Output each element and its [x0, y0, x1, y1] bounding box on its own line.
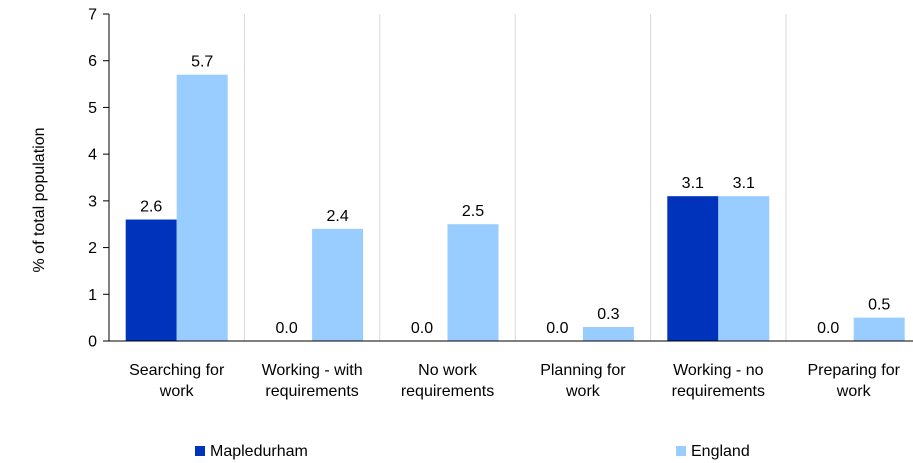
data-label: 0.5	[868, 297, 890, 314]
x-tick-label: requirements	[265, 383, 358, 400]
bar-mapledurham	[667, 196, 719, 341]
chart-bars	[125, 74, 905, 341]
x-tick-label: work	[836, 383, 872, 400]
data-label: 2.4	[326, 208, 348, 225]
x-tick-label: requirements	[672, 383, 765, 400]
x-tick-label: Working - with	[262, 362, 363, 379]
y-axis-title: % of total population	[31, 128, 48, 273]
x-tick-label: Working - no	[673, 362, 764, 379]
data-label: 0.0	[411, 320, 433, 337]
x-tick-label: Preparing for	[807, 362, 900, 379]
bar-england	[447, 224, 499, 341]
x-tick-label: work	[159, 383, 195, 400]
data-label: 3.1	[733, 175, 755, 192]
y-tick-label: 1	[88, 287, 97, 304]
legend-label-england: England	[691, 443, 750, 460]
chart-legend: Mapledurham England	[195, 443, 750, 460]
y-tick-label: 4	[88, 147, 97, 164]
x-tick-label: Searching for	[129, 362, 225, 379]
bar-england	[718, 196, 770, 341]
data-label: 2.6	[140, 199, 162, 216]
data-label: 5.7	[191, 54, 213, 71]
chart-grid	[243, 14, 787, 341]
y-tick-label: 3	[88, 193, 97, 210]
chart-data-labels: 2.6 5.7 0.0 2.4 0.0 2.5 0.0 0.3 3.1 3.1 0.0 0.5	[140, 54, 890, 337]
legend-swatch-england	[676, 446, 686, 456]
data-label: 0.0	[546, 320, 568, 337]
data-label: 0.0	[275, 320, 297, 337]
data-label: 3.1	[682, 175, 704, 192]
y-axis: 0 1 2 3 4 5 6 7	[88, 7, 110, 351]
y-tick-label: 0	[88, 334, 97, 351]
x-tick-label: No work	[418, 362, 478, 379]
data-label: 0.0	[817, 320, 839, 337]
x-tick-label: requirements	[401, 383, 494, 400]
y-tick-label: 2	[88, 240, 97, 257]
legend-swatch-mapledurham	[195, 446, 205, 456]
y-tick-label: 7	[88, 7, 97, 24]
x-tick-label: work	[565, 383, 601, 400]
bar-england	[176, 74, 228, 341]
y-tick-label: 6	[88, 53, 97, 70]
bar-england	[853, 317, 905, 341]
bar-england	[582, 326, 634, 341]
bar-england	[312, 228, 364, 341]
data-label: 0.3	[597, 306, 619, 323]
x-axis: Searching for work Working - with requireme…	[109, 340, 913, 400]
y-tick-label: 5	[88, 100, 97, 117]
bar-mapledurham	[125, 219, 177, 341]
data-label: 2.5	[462, 203, 484, 220]
legend-label-mapledurham: Mapledurham	[210, 443, 308, 460]
x-tick-label: Planning for	[540, 362, 626, 379]
